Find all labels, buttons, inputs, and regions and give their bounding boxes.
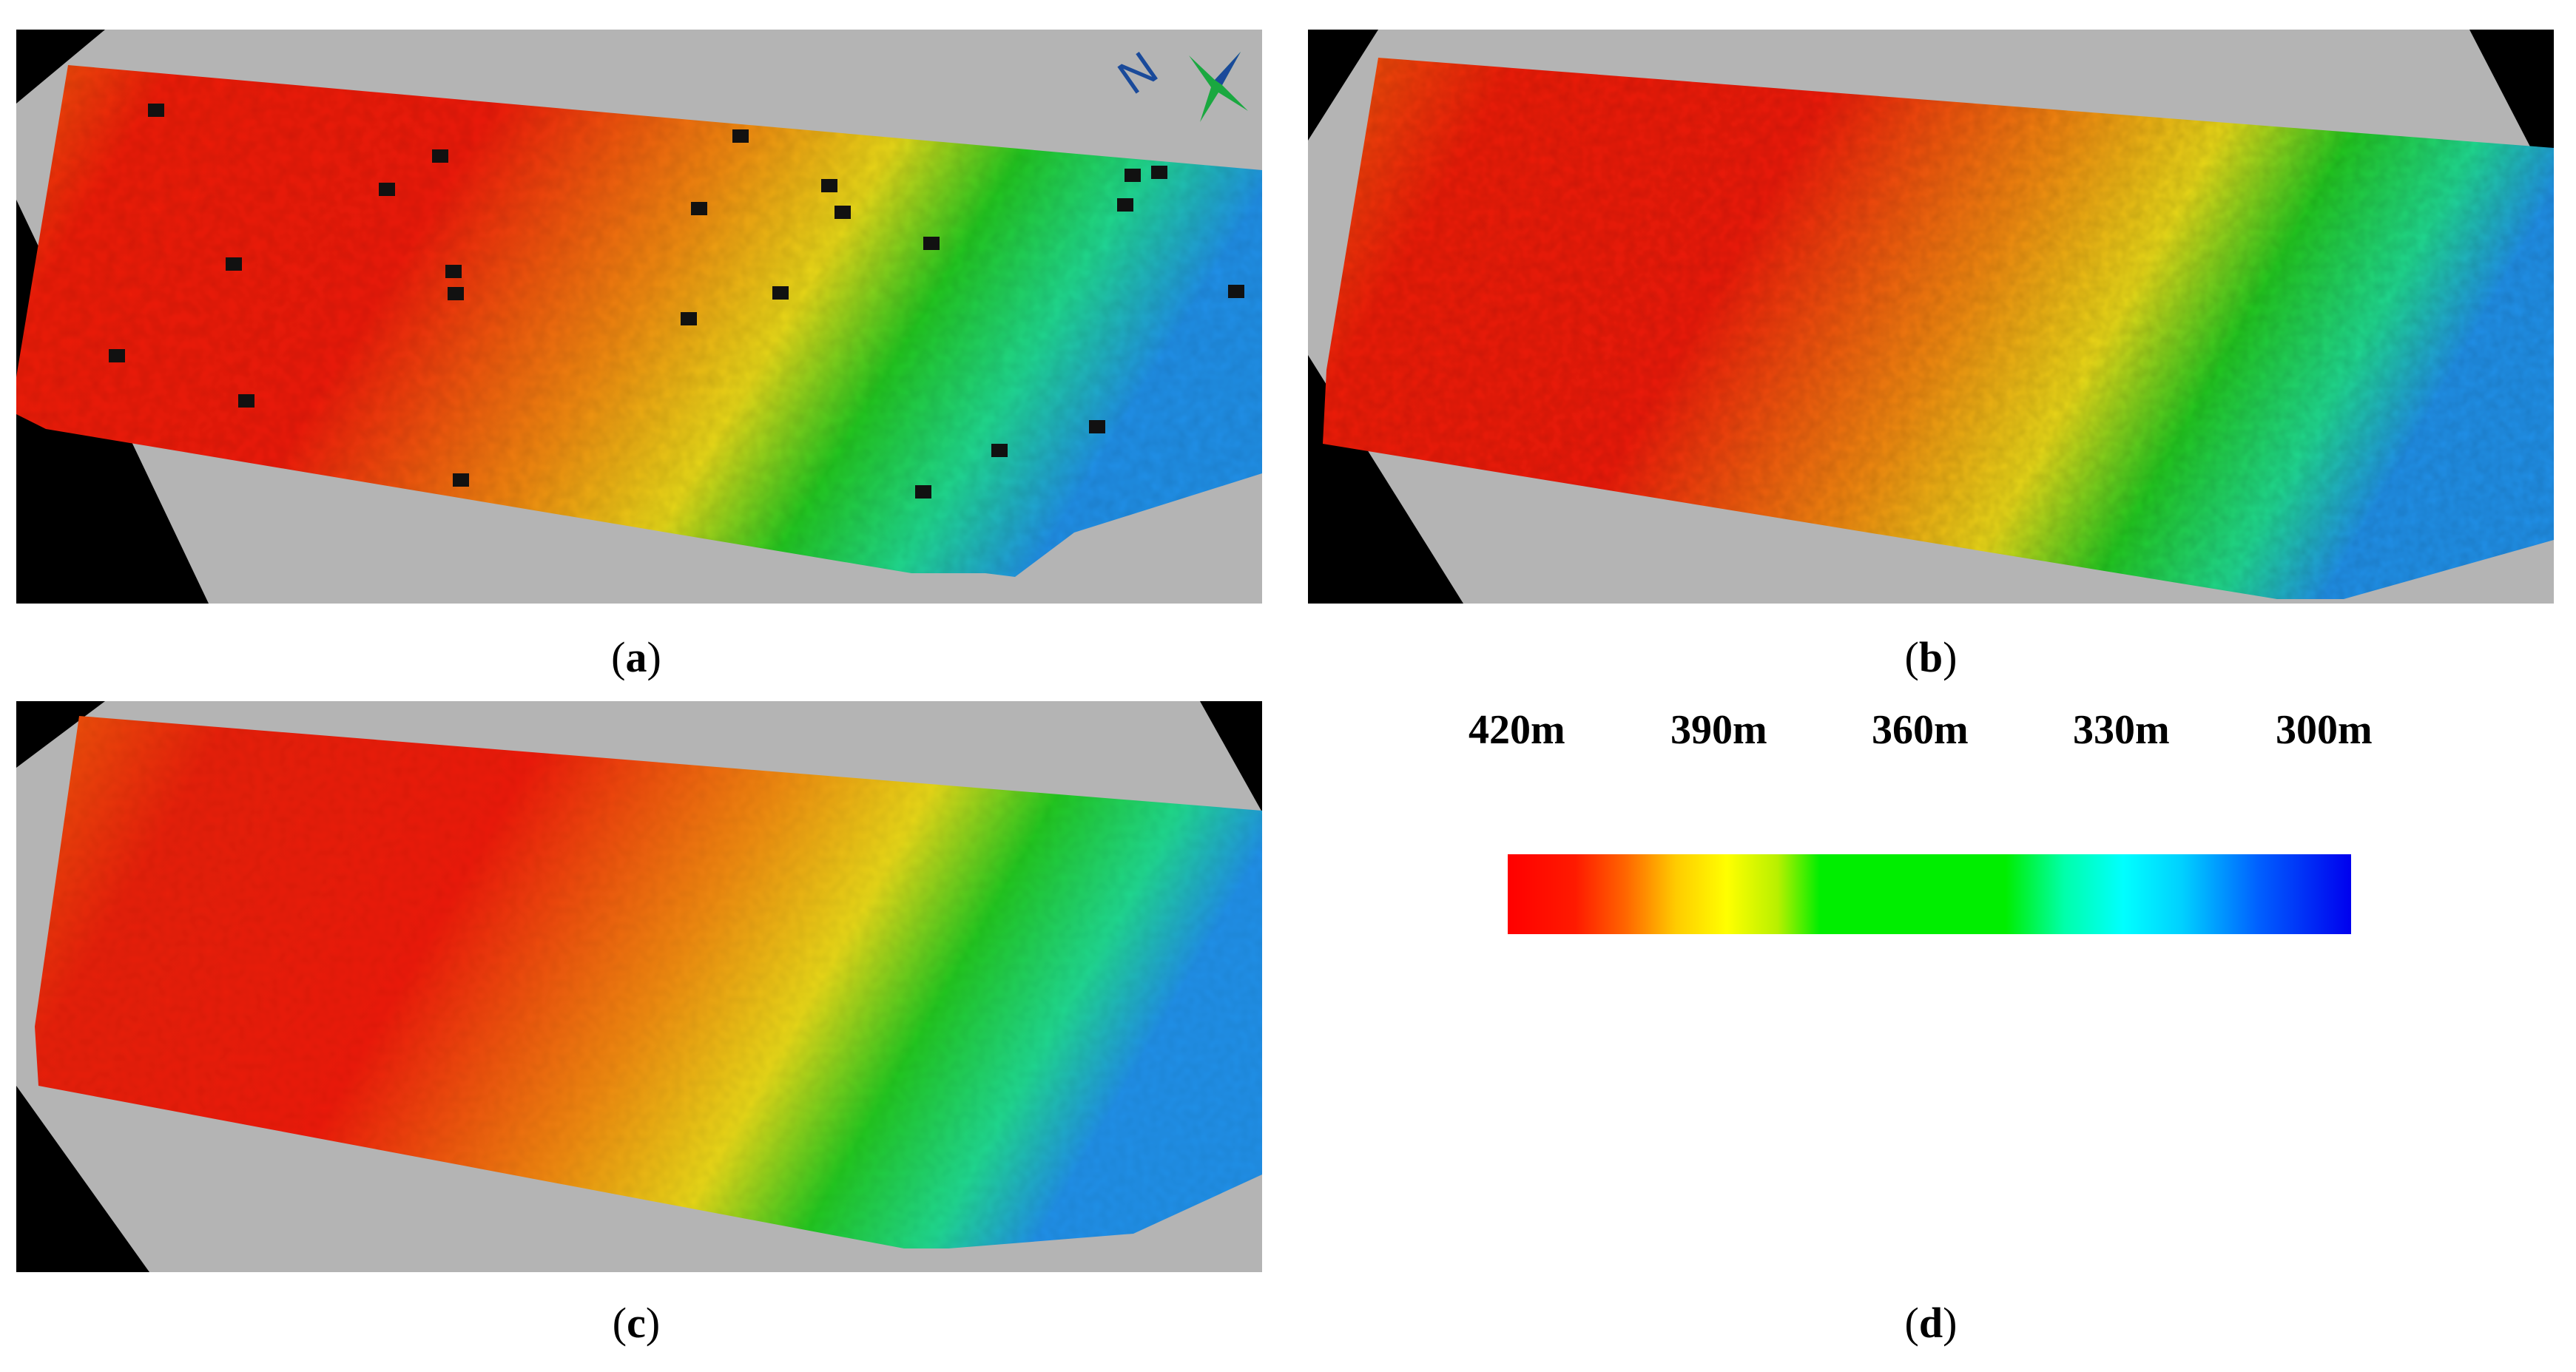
caption-b: (b) xyxy=(1904,633,1958,681)
panel-a-svg: N xyxy=(16,30,1262,604)
north-arrow-icon xyxy=(1189,52,1248,122)
legend-label-330: 330m xyxy=(2073,707,2170,753)
legend-label-300: 300m xyxy=(2276,707,2373,753)
panel-b-elevation-map xyxy=(1308,30,2554,604)
ground-control-points xyxy=(109,104,1244,499)
legend-label-360: 360m xyxy=(1872,707,1969,753)
panel-a-elevation-map: N xyxy=(16,30,1262,604)
elevation-colorbar xyxy=(1508,854,2351,934)
legend-label-390: 390m xyxy=(1670,707,1767,753)
caption-c: (c) xyxy=(612,1299,661,1347)
caption-d: (d) xyxy=(1904,1299,1958,1347)
panel-c-elevation-map xyxy=(16,701,1262,1272)
caption-a: (a) xyxy=(611,633,661,681)
legend-label-420: 420m xyxy=(1469,707,1565,753)
panel-c-svg xyxy=(16,701,1262,1272)
panel-b-svg xyxy=(1308,30,2554,604)
